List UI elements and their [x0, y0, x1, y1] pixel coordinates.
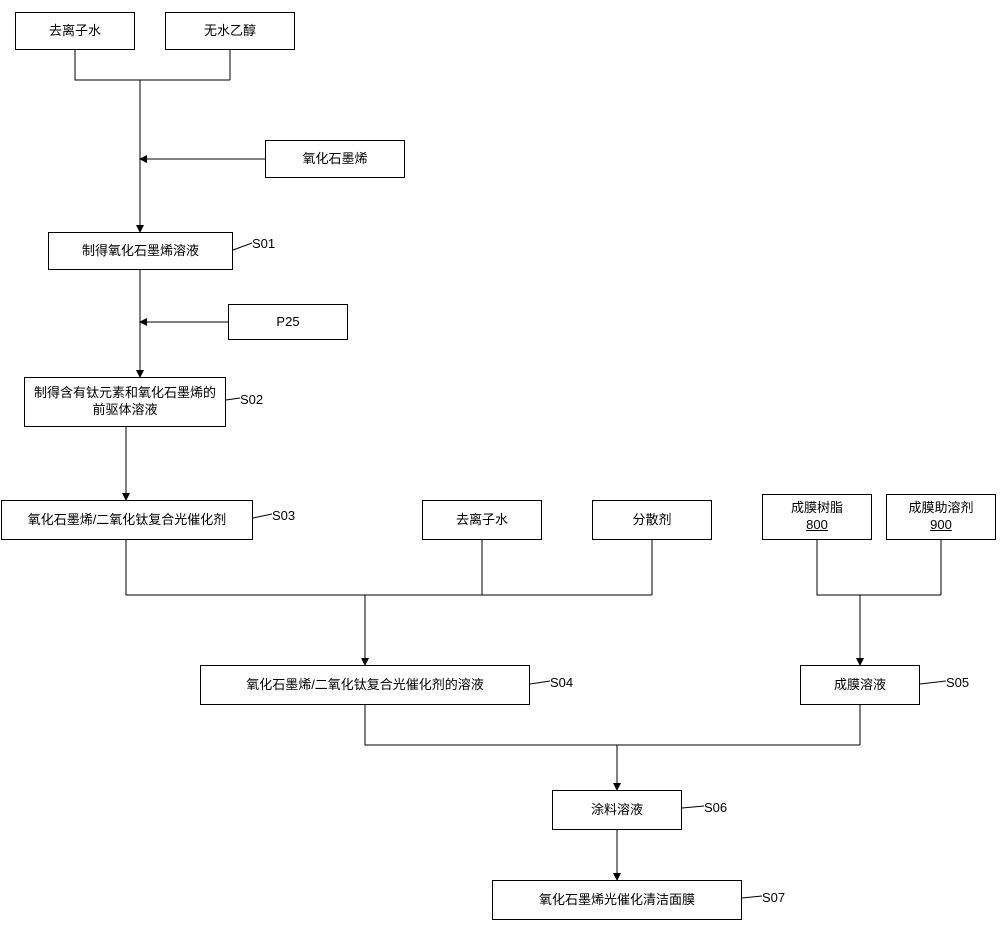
label-s03: S03 [272, 508, 295, 523]
node-step-s07: 氧化石墨烯光催化清洁面膜 [492, 880, 742, 920]
node-film-resin: 成膜树脂 800 [762, 494, 872, 540]
node-step-s02: 制得含有钛元素和氧化石墨烯的前驱体溶液 [24, 377, 226, 427]
label-s06: S06 [704, 800, 727, 815]
node-step-s05: 成膜溶液 [800, 665, 920, 705]
label-s05: S05 [946, 675, 969, 690]
node-step-s06: 涂料溶液 [552, 790, 682, 830]
node-film-resin-ref: 800 [806, 517, 828, 534]
label-s07: S07 [762, 890, 785, 905]
node-film-resin-title: 成膜树脂 [791, 500, 843, 517]
flow-arrows [0, 0, 1000, 934]
label-s01: S01 [252, 236, 275, 251]
node-step-s01: 制得氧化石墨烯溶液 [48, 232, 233, 270]
label-s02: S02 [240, 392, 263, 407]
node-film-cosolvent-title: 成膜助溶剂 [908, 500, 973, 517]
node-step-s04: 氧化石墨烯/二氧化钛复合光催化剂的溶液 [200, 665, 530, 705]
node-deionized-water-2: 去离子水 [422, 500, 542, 540]
node-film-cosolvent: 成膜助溶剂 900 [886, 494, 996, 540]
node-graphene-oxide: 氧化石墨烯 [265, 140, 405, 178]
node-dispersant: 分散剂 [592, 500, 712, 540]
node-step-s03: 氧化石墨烯/二氧化钛复合光催化剂 [1, 500, 253, 540]
node-anhydrous-ethanol: 无水乙醇 [165, 12, 295, 50]
label-s04: S04 [550, 675, 573, 690]
node-p25: P25 [228, 304, 348, 340]
node-film-cosolvent-ref: 900 [930, 517, 952, 534]
node-deionized-water-1: 去离子水 [15, 12, 135, 50]
